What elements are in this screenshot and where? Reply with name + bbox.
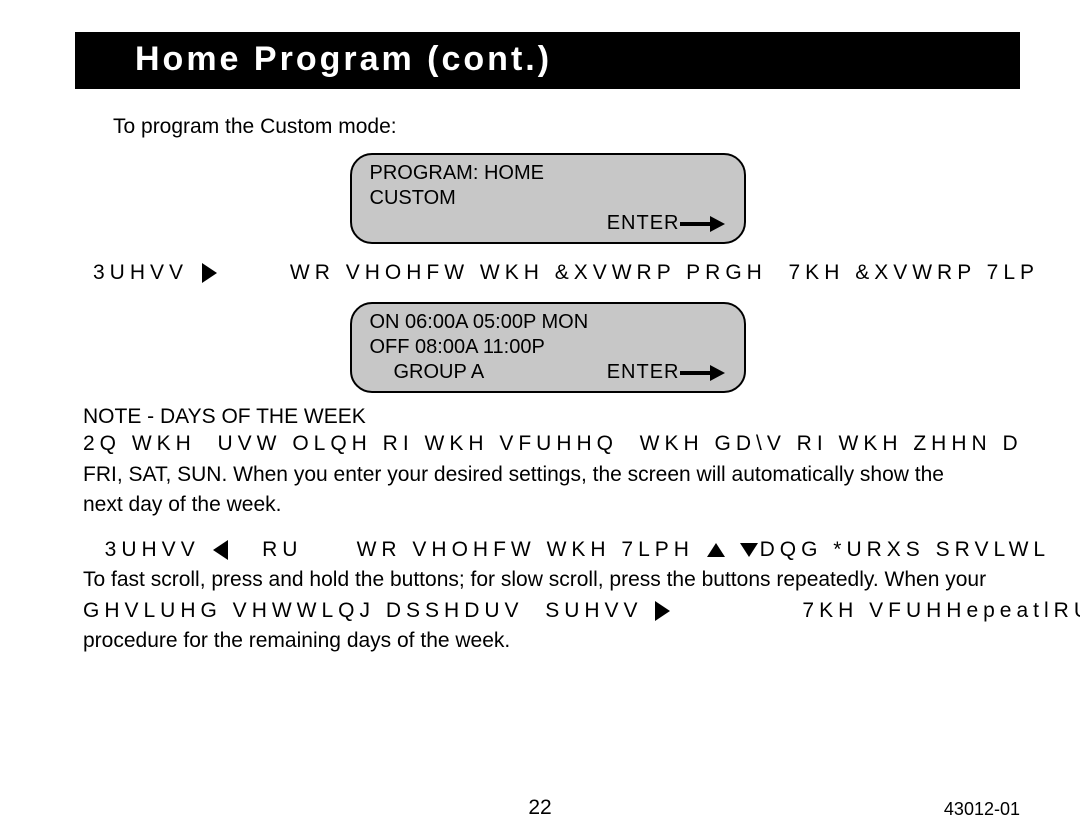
step1-garbled-b: WR VHOHFW WKH &XVWRP PRGH 7KH &XVWRP 7LP — [290, 261, 1039, 284]
lcd-display-2: ON 06:00A 05:00P MON OFF 08:00A 11:00P G… — [350, 302, 746, 393]
note-plain2: next day of the week. — [83, 490, 1020, 520]
lcd-display-1: PROGRAM: HOME CUSTOM ENTER — [350, 153, 746, 244]
step1-garbled-a: 3UHVV — [93, 261, 188, 284]
intro-text: To program the Custom mode: — [113, 115, 1020, 139]
step2-line-b: GHVLUHG VHWWLQJ DSSHDUV SUHVV 7KH VFUHHe… — [83, 596, 1020, 626]
triangle-left-icon — [213, 540, 228, 560]
arrow-right-icon — [680, 217, 726, 231]
note-heading: NOTE - DAYS OF THE WEEK — [83, 405, 1020, 429]
document-id: 43012-01 — [944, 799, 1020, 820]
lcd2-group: GROUP A — [370, 360, 485, 385]
section-header: Home Program (cont.) — [75, 32, 1020, 89]
triangle-up-icon — [707, 543, 725, 557]
lcd1-enter-label: ENTER — [607, 211, 680, 236]
lcd1-line1: PROGRAM: HOME — [370, 161, 726, 186]
triangle-right-icon — [202, 263, 217, 283]
arrow-right-icon-2 — [680, 366, 726, 380]
step2-plain1: To fast scroll, press and hold the butto… — [83, 565, 1020, 595]
triangle-right-icon-2 — [655, 601, 670, 621]
step2-line-a: 3UHVV RU WR VHOHFW WKH 7LPH DQG *URXS SR… — [83, 535, 1020, 565]
lcd2-line1: ON 06:00A 05:00P MON — [370, 310, 726, 335]
note-plain1: FRI, SAT, SUN. When you enter your desir… — [83, 460, 1020, 490]
lcd2-line2: OFF 08:00A 11:00P — [370, 335, 726, 360]
page-number: 22 — [528, 796, 551, 820]
lcd2-enter-label: ENTER — [607, 361, 680, 383]
triangle-down-icon — [740, 543, 758, 557]
step2-plain2: procedure for the remaining days of the … — [83, 626, 1020, 656]
lcd1-line2: CUSTOM — [370, 186, 726, 211]
step1-line: 3UHVV WR VHOHFW WKH &XVWRP PRGH 7KH &XVW… — [93, 258, 1020, 288]
header-title: Home Program (cont.) — [135, 40, 552, 78]
note-garbled: 2Q WKH UVW OLQH RI WKH VFUHHQ WKH GD\V R… — [83, 429, 1020, 459]
